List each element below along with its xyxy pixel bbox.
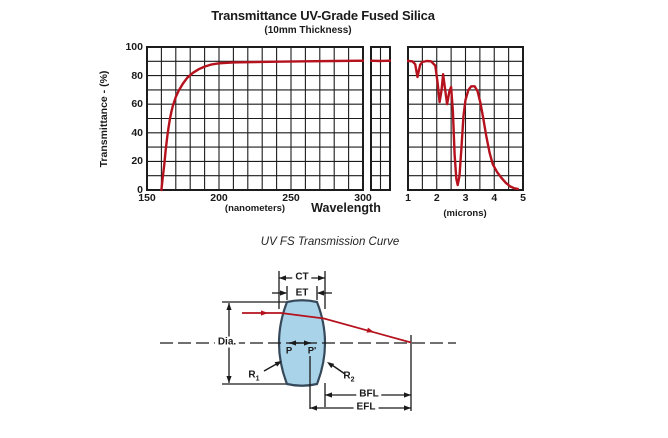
x-tick-label: 250 <box>282 192 300 204</box>
y-tick-label: 40 <box>131 126 143 139</box>
diameter-label: Dia. <box>214 336 240 348</box>
light-ray <box>242 312 412 344</box>
x-tick-label: 200 <box>210 192 228 204</box>
principal-point-label: P <box>285 345 293 357</box>
transmittance-curve <box>160 59 364 192</box>
chart-title: Transmittance UV-Grade Fused Silica <box>211 8 435 23</box>
chart-subtitle: (10mm Thickness) <box>264 25 352 36</box>
x-tick-label: 2 <box>433 192 440 204</box>
x-axis-unit-nanometers: (nanometers) <box>224 203 286 214</box>
x-tick-label: 150 <box>138 192 156 204</box>
radius2-label: R2 <box>343 370 355 384</box>
x-tick-label: 4 <box>491 192 498 204</box>
edge-thickness-label: ET <box>295 287 309 299</box>
x-tick-label: 5 <box>520 192 526 204</box>
x-tick-label: 1 <box>405 192 411 204</box>
y-tick-label: 0 <box>137 184 143 196</box>
back-focal-length-label: BFL <box>356 388 382 400</box>
principal-point-prime-label: P' <box>307 345 317 357</box>
y-tick-label: 80 <box>131 69 143 82</box>
transmittance-curve <box>407 59 519 191</box>
x-axis-title: Wavelength <box>311 201 381 215</box>
y-tick-label: 100 <box>125 41 143 53</box>
effective-focal-length-label: EFL <box>353 401 379 413</box>
center-thickness-label: CT <box>292 271 312 283</box>
radius1-label: R1 <box>248 369 260 383</box>
y-axis-label: Transmittance - (%) <box>98 70 110 168</box>
y-tick-label: 20 <box>131 155 143 168</box>
x-tick-label: 3 <box>462 192 469 204</box>
y-tick-label: 60 <box>131 98 143 111</box>
x-tick-label: 300 <box>354 192 372 204</box>
x-axis-unit-microns: (microns) <box>443 208 487 219</box>
figure-caption: UV FS Transmission Curve <box>260 236 400 248</box>
